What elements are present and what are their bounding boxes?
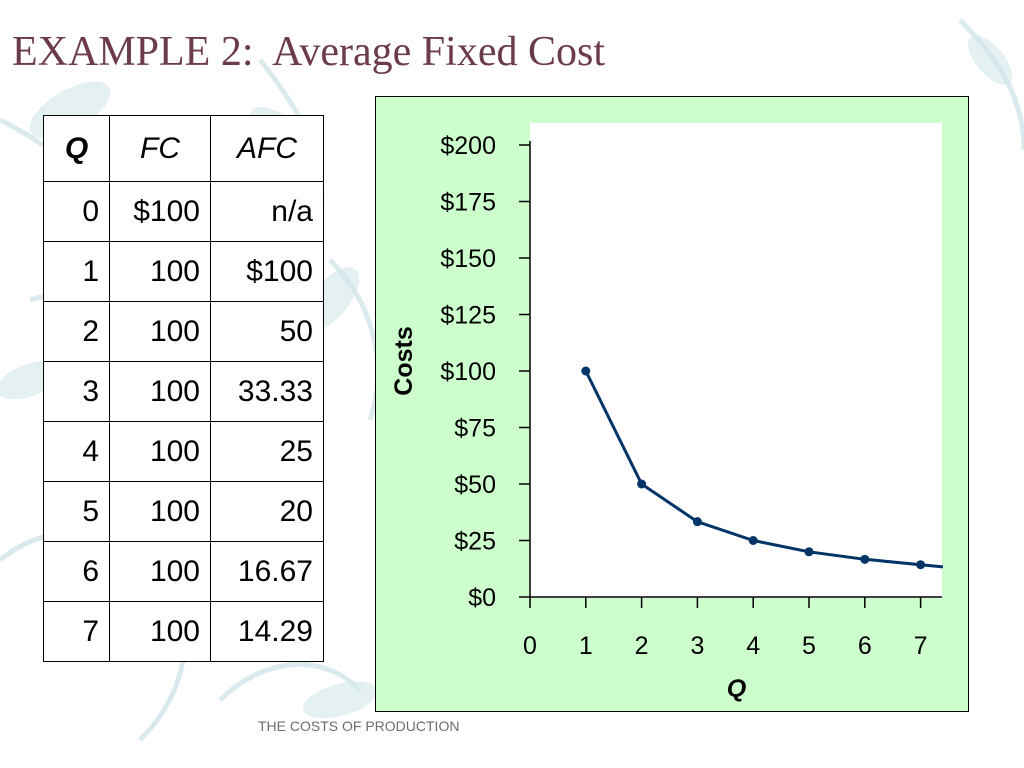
cell-fc: 100 <box>109 241 211 302</box>
cell-q: 1 <box>43 241 110 302</box>
table-header-row: Q FC AFC <box>43 115 324 182</box>
table-row: 7 100 14.29 <box>43 601 324 662</box>
slide-title: EXAMPLE 2: Average Fixed Cost <box>12 29 606 75</box>
afc-data-point <box>916 560 926 570</box>
header-fc: FC <box>109 115 211 182</box>
cell-afc: 33.33 <box>210 361 324 422</box>
x-tick-label: 2 <box>635 632 649 660</box>
header-afc: AFC <box>210 115 324 182</box>
header-q: Q <box>43 115 110 182</box>
cell-afc: 14.29 <box>210 601 324 662</box>
afc-data-point <box>581 366 591 376</box>
table-row: 5 100 20 <box>43 481 324 542</box>
cost-table: Q FC AFC 0 $100 n/a 1 100 $100 2 100 5 0 … <box>43 115 324 662</box>
x-tick-label: 4 <box>746 632 760 660</box>
afc-data-point <box>804 547 814 557</box>
x-axis-title: Q <box>727 675 747 703</box>
y-tick-label: $200 <box>440 132 496 160</box>
afc-line-chart: $0 $25 $50 $75 $100 $125 $150 $175 $200 0 1 2 3 4 5 6 7 Q… <box>390 123 944 703</box>
cell-q: 6 <box>43 541 110 602</box>
table-row: 6 100 16.67 <box>43 541 324 602</box>
table-row: 0 $100 n/a <box>43 181 324 242</box>
y-tick-label: $100 <box>440 358 496 386</box>
cell-q: 7 <box>43 601 110 662</box>
cell-fc: 100 <box>109 541 211 602</box>
cell-afc: 16.67 <box>210 541 324 602</box>
x-tick-label: 3 <box>690 632 704 660</box>
afc-data-point <box>692 517 702 527</box>
cell-q: 5 <box>43 481 110 542</box>
cell-q: 2 <box>43 301 110 362</box>
cell-q: 0 <box>43 181 110 242</box>
afc-data-point <box>637 479 647 489</box>
cell-afc: 20 <box>210 481 324 542</box>
cell-q: 3 <box>43 361 110 422</box>
cell-fc: 100 <box>109 361 211 422</box>
cell-fc: $100 <box>109 181 211 242</box>
x-tick-label: 5 <box>802 632 816 660</box>
y-tick-label: $25 <box>454 528 496 556</box>
x-tick-label: 7 <box>914 632 928 660</box>
table-row: 2 100 50 <box>43 301 324 362</box>
cell-afc: n/a <box>210 181 324 242</box>
y-tick-label: $50 <box>454 471 496 499</box>
cell-fc: 100 <box>109 601 211 662</box>
afc-data-point <box>748 536 758 545</box>
cell-afc: 50 <box>210 301 324 362</box>
slide-footer: THE COSTS OF PRODUCTION <box>258 718 460 734</box>
y-axis-title: Costs <box>390 326 418 395</box>
x-tick-label: 6 <box>858 632 872 660</box>
cell-fc: 100 <box>109 481 211 542</box>
cell-afc: 25 <box>210 421 324 482</box>
table-row: 3 100 33.33 <box>43 361 324 422</box>
table-row: 4 100 25 <box>43 421 324 482</box>
x-tick-label: 0 <box>523 632 537 660</box>
afc-series-line <box>584 370 944 569</box>
cell-fc: 100 <box>109 301 211 362</box>
plot-area <box>530 123 942 598</box>
cell-fc: 100 <box>109 421 211 482</box>
table-row: 1 100 $100 <box>43 241 324 302</box>
y-tick-label: $175 <box>440 189 496 217</box>
y-tick-label: $75 <box>454 415 496 443</box>
y-tick-label: $0 <box>468 584 496 612</box>
y-tick-label: $150 <box>440 245 496 273</box>
cell-afc: $100 <box>210 241 324 302</box>
chart-panel: $0 $25 $50 $75 $100 $125 $150 $175 $200 0 1 2 3 4 5 6 7 Q… <box>375 96 969 712</box>
cell-q: 4 <box>43 421 110 482</box>
afc-data-point <box>860 554 870 564</box>
y-tick-label: $125 <box>440 302 496 330</box>
x-tick-label: 1 <box>579 632 593 660</box>
